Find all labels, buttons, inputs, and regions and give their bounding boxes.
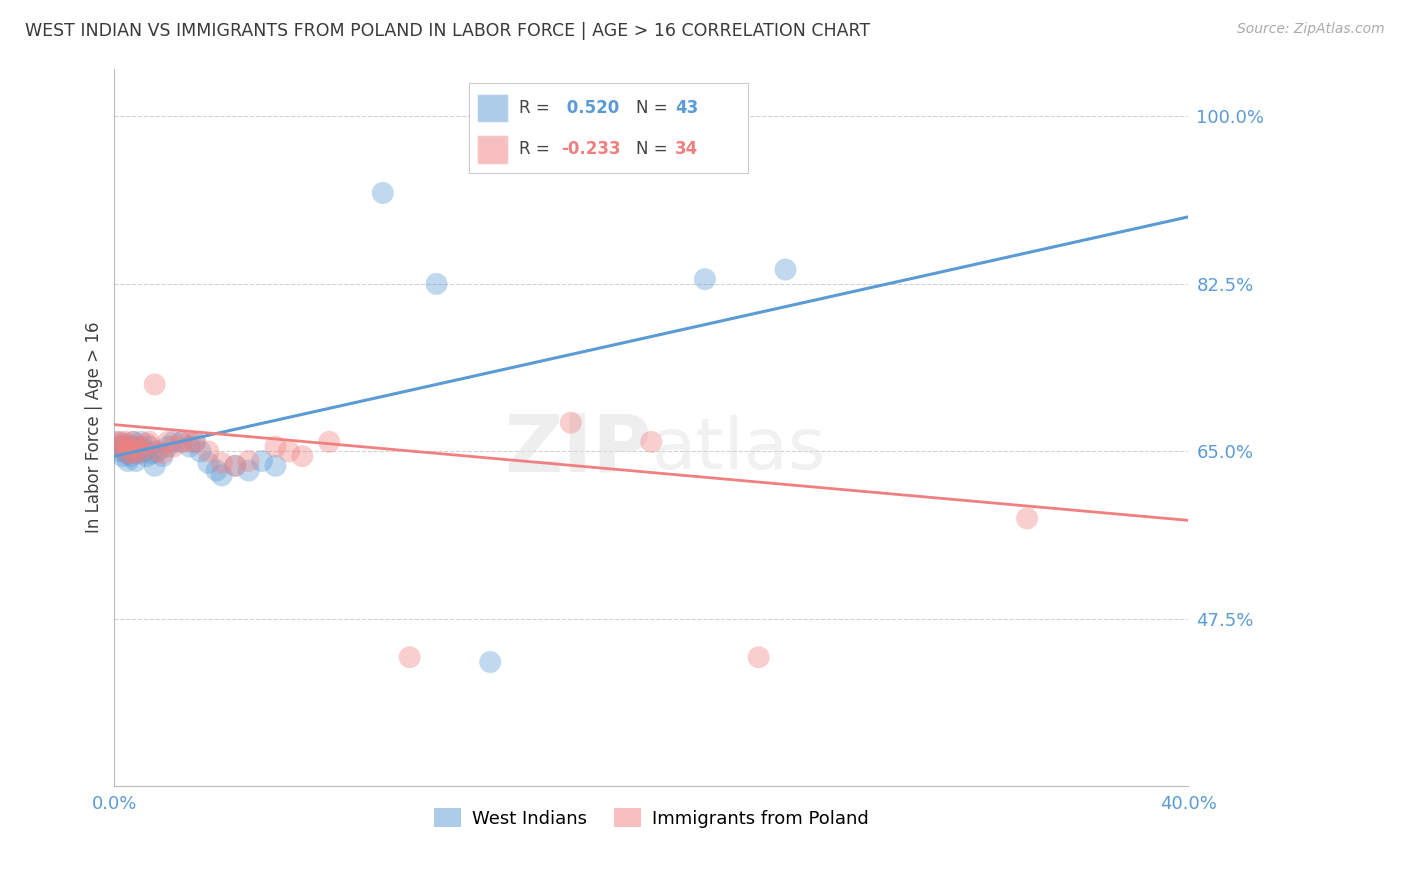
Point [291,449,314,463]
Point [135,449,157,463]
Point [152,446,174,460]
Point [170,434,193,449]
Point [111,440,134,454]
Point [117,446,139,460]
Point [211,468,233,483]
Point [179,434,201,449]
Point [114,434,136,449]
Point [197,456,219,470]
Point [157,440,180,454]
Point [157,434,180,449]
Point [117,440,139,454]
Point [170,434,193,449]
Point [120,444,142,458]
Point [108,440,131,454]
Point [146,444,169,458]
Point [114,437,136,451]
Point [184,434,207,449]
Point [560,416,582,430]
Point [143,458,166,473]
Point [105,434,128,449]
Point [138,434,160,449]
Point [129,444,152,458]
Point [238,454,260,468]
Point [135,437,157,451]
Point [105,437,128,451]
Point [152,449,174,463]
Point [122,434,145,449]
Point [125,440,148,454]
Point [146,444,169,458]
Point [640,434,662,449]
Point [117,446,139,460]
Point [108,434,131,449]
Point [132,444,155,458]
Point [264,458,287,473]
Point [128,446,150,460]
Point [238,464,260,478]
Point [125,446,148,460]
Point [224,458,246,473]
Y-axis label: In Labor Force | Age > 16: In Labor Force | Age > 16 [86,322,103,533]
Text: WEST INDIAN VS IMMIGRANTS FROM POLAND IN LABOR FORCE | AGE > 16 CORRELATION CHAR: WEST INDIAN VS IMMIGRANTS FROM POLAND IN… [25,22,870,40]
Point [129,434,152,449]
Text: atlas: atlas [651,415,825,483]
Point [179,440,201,454]
Point [211,456,233,470]
Point [111,440,134,454]
Point [277,444,299,458]
Point [162,434,184,449]
Point [143,377,166,392]
Point [128,440,150,454]
Point [162,440,184,454]
Point [125,454,148,468]
Point [479,655,502,669]
Point [120,440,142,454]
Point [188,444,211,458]
Point [205,464,228,478]
Point [318,434,340,449]
Point [141,446,163,460]
Point [184,434,207,449]
Point [224,458,246,473]
Point [425,277,447,291]
Point [197,444,219,458]
Point [398,650,420,665]
Point [111,449,134,463]
Point [1015,511,1038,525]
Point [693,272,716,286]
Legend: West Indians, Immigrants from Poland: West Indians, Immigrants from Poland [426,801,876,835]
Point [138,440,160,454]
Point [122,434,145,449]
Point [120,449,142,463]
Point [250,454,273,468]
Point [371,186,394,200]
Point [264,440,287,454]
Text: ZIP: ZIP [503,410,651,488]
Point [129,440,152,454]
Point [775,262,797,277]
Point [748,650,770,665]
Point [114,444,136,458]
Point [117,454,139,468]
Point [108,444,131,458]
Text: Source: ZipAtlas.com: Source: ZipAtlas.com [1237,22,1385,37]
Point [122,444,145,458]
